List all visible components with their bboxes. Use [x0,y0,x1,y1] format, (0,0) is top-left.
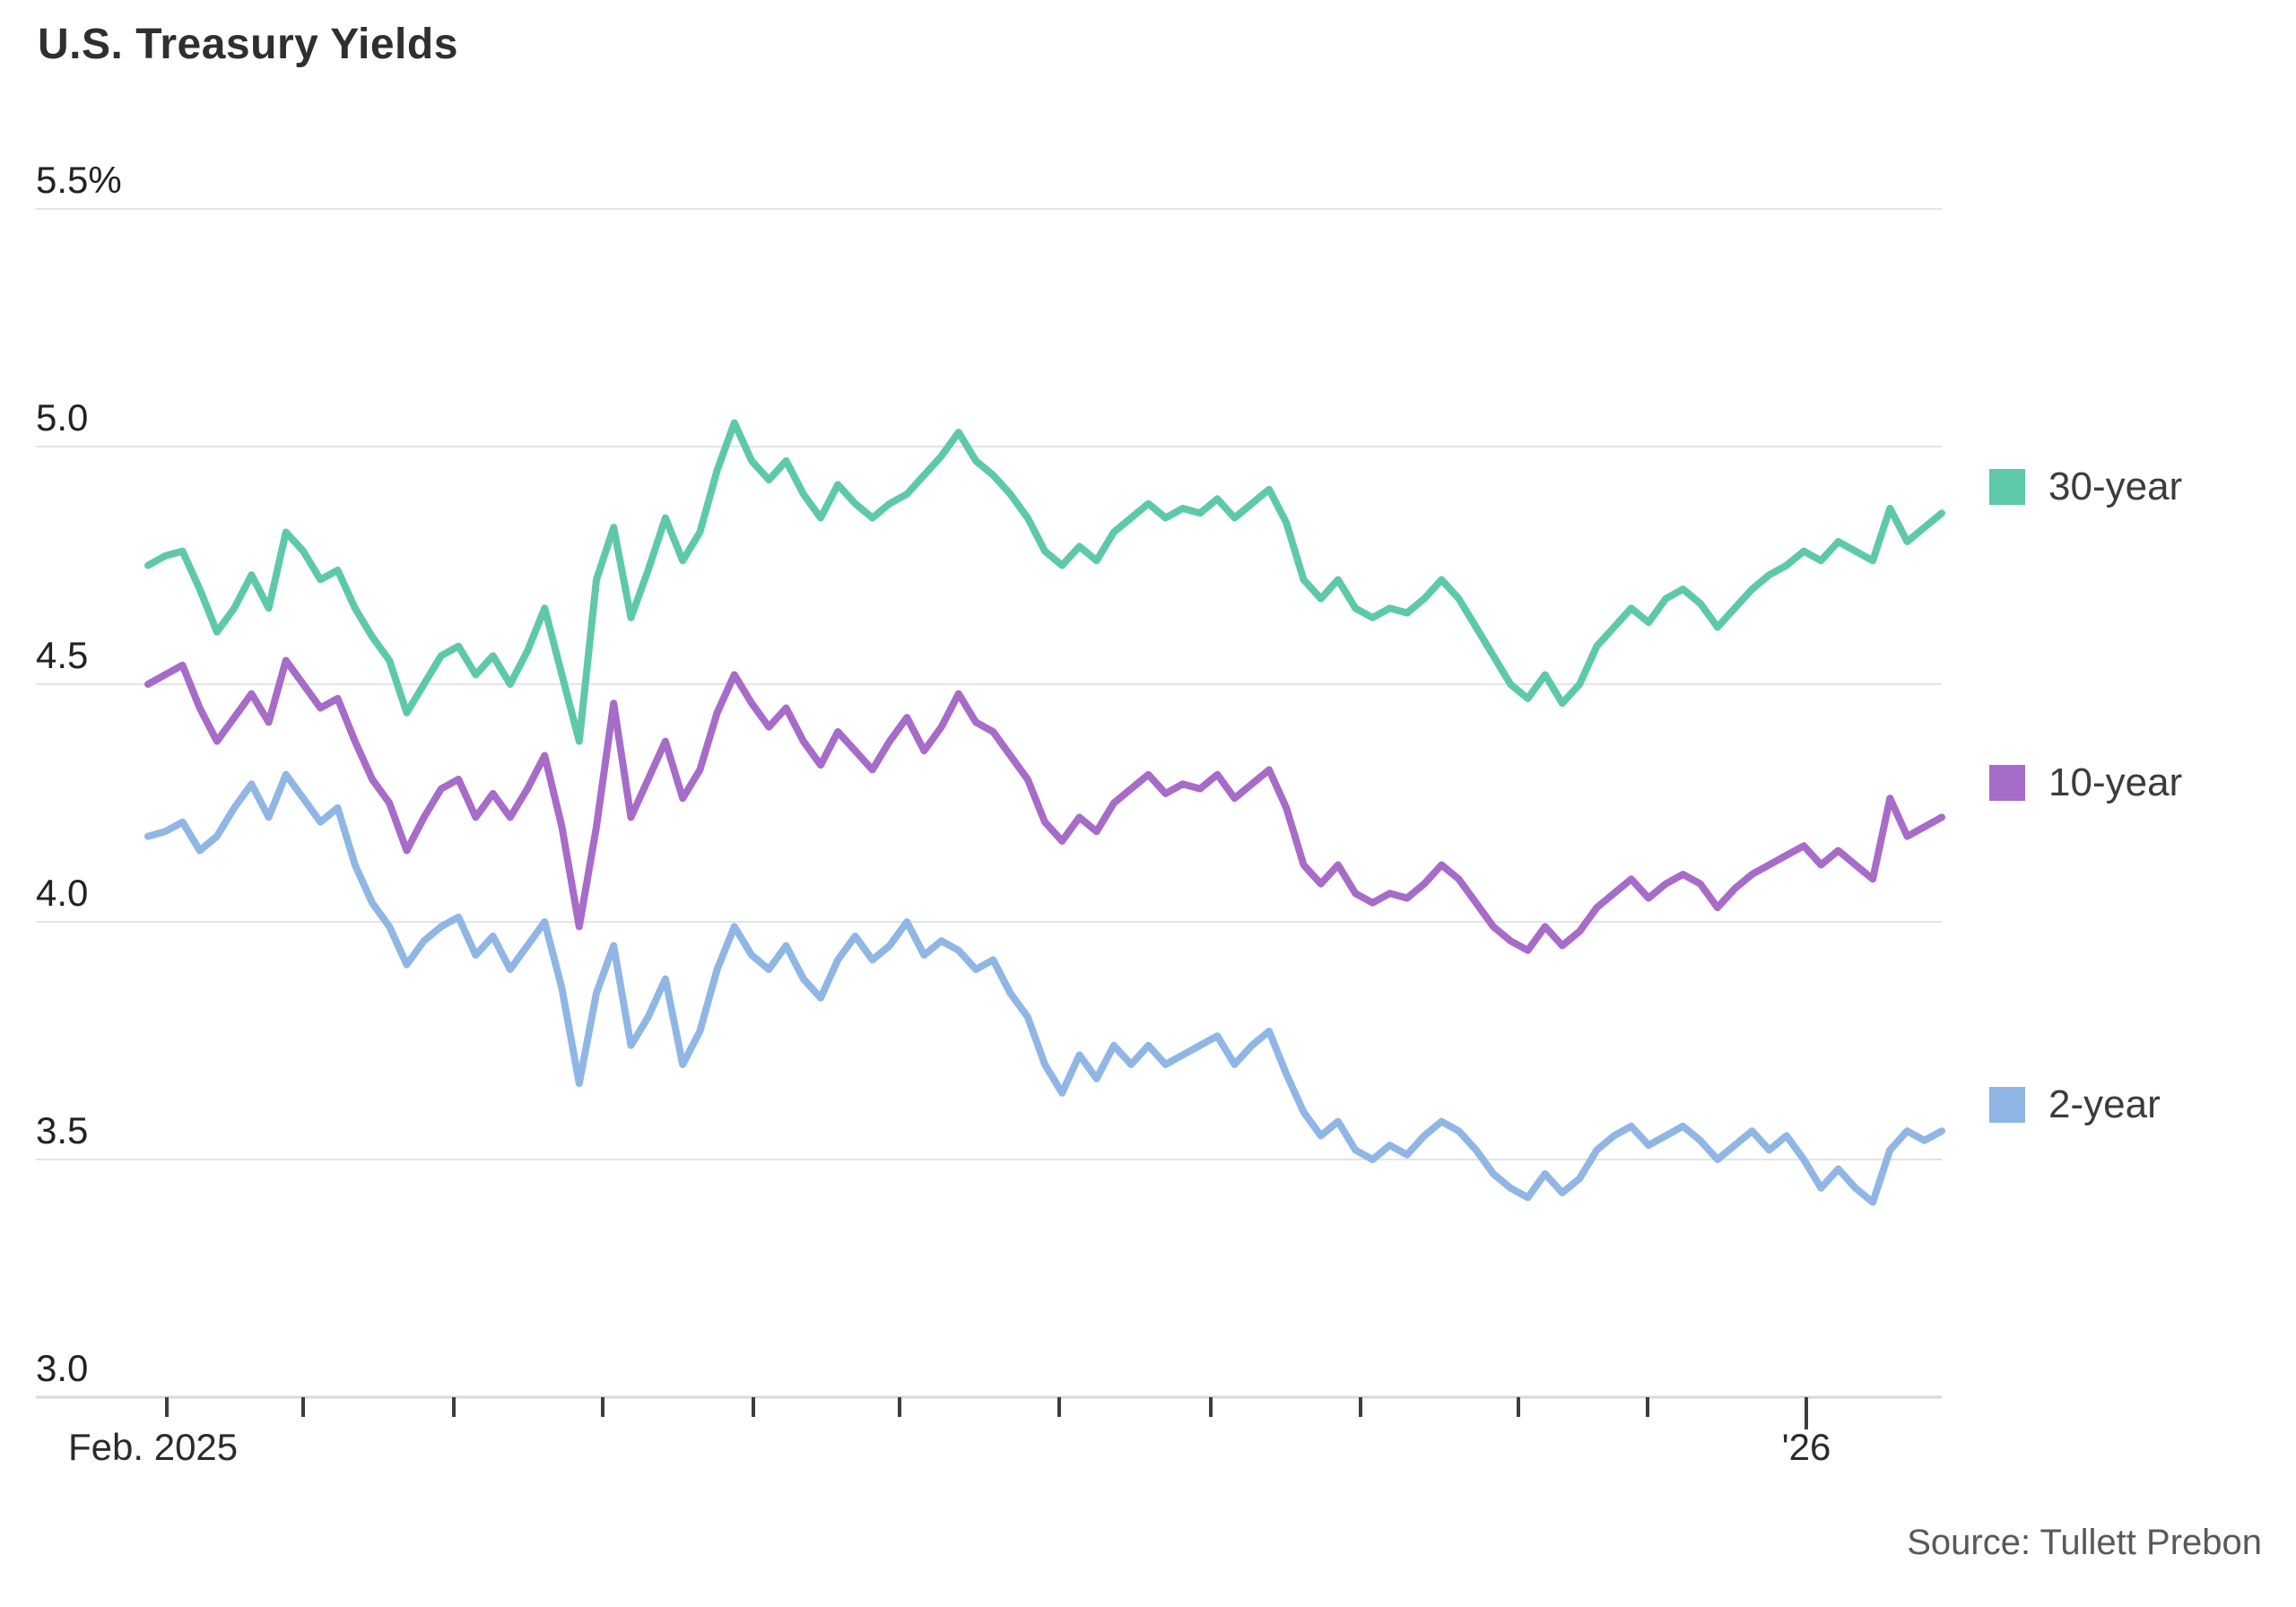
y-axis-label-5: 5.0 [36,396,89,439]
y-axis-label-4: 4.0 [36,872,89,914]
legend-swatch-30-year [1989,469,2025,505]
legend-swatch-10-year [1989,765,2025,801]
legend-label-2-year: 2-year [2048,1082,2161,1126]
series-line-10-year [144,656,1945,954]
y-axis-label-5.5: 5.5% [36,159,122,201]
chart-title: U.S. Treasury Yields [38,21,458,68]
x-axis-year-label: '26 [1781,1426,1831,1468]
legend-item-10-year: 10-year [1989,760,2182,805]
legend-label-10-year: 10-year [2048,760,2183,804]
source-attribution: Source: Tullett Prebon [1907,1523,2262,1562]
legend-item-30-year: 30-year [1989,465,2182,509]
x-axis-start-label: Feb. 2025 [68,1426,239,1468]
series-line-2-year [144,770,1945,1206]
y-axis-label-3.5: 3.5 [36,1109,89,1151]
legend-label-30-year: 30-year [2048,465,2183,508]
legend-swatch-2-year [1989,1087,2025,1123]
legend-item-2-year: 2-year [1989,1082,2161,1127]
series-line-30-year [144,419,1945,745]
y-axis-label-3: 3.0 [36,1347,89,1389]
y-axis-label-4.5: 4.5 [36,634,89,676]
